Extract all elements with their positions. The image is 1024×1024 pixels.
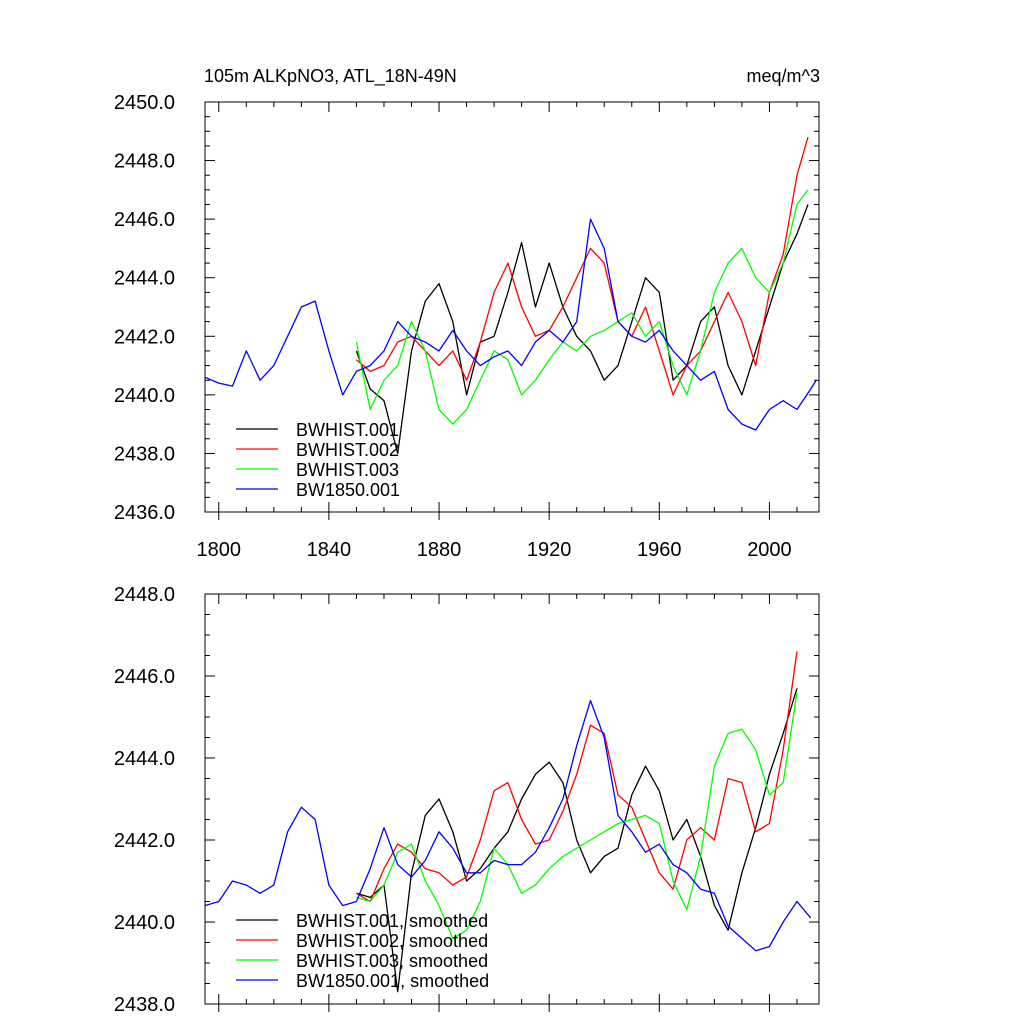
top-series	[204, 136, 817, 455]
top-axes: 2436.0 2438.0 2440.0 2442.0 2444.0 2446.0 2448…	[114, 92, 819, 561]
x-tick-label: 1800	[197, 539, 242, 561]
series-line-4	[204, 699, 812, 952]
y-tick-label: 2446.0	[114, 666, 175, 688]
y-tick-label: 2448.0	[114, 584, 175, 606]
y-tick-label: 2446.0	[114, 209, 175, 231]
chart-title: 105m ALKpNO3, ATL_18N-49N	[204, 66, 457, 87]
y-tick-label: 2440.0	[114, 385, 175, 407]
legend-label: BWHIST.003	[296, 460, 399, 480]
series-line-2	[355, 136, 809, 396]
bottom-series	[204, 651, 812, 993]
series-line-4	[204, 218, 817, 431]
top-panel: 105m ALKpNO3, ATL_18N-49N meq/m^3 2436.0…	[114, 66, 820, 561]
x-tick-label: 1920	[527, 539, 572, 561]
bottom-panel: 2438.0 2440.0 2442.0 2444.0 2446.0 2448.0 BWH…	[114, 584, 820, 1016]
series-line-1	[356, 688, 798, 993]
x-tick-label: 2000	[747, 539, 792, 561]
legend-label: BWHIST.001	[296, 420, 399, 440]
y-tick-label: 2442.0	[114, 326, 175, 348]
series-line-3	[356, 692, 798, 940]
legend-label: BWHIST.002	[296, 440, 399, 460]
legend-label: BWHIST.003, smoothed	[296, 951, 488, 971]
legend-label: BW1850.001	[296, 480, 400, 500]
x-tick-label: 1960	[637, 539, 682, 561]
series-line-3	[355, 189, 809, 425]
y-tick-label: 2436.0	[114, 502, 175, 524]
bottom-axes: 2438.0 2440.0 2442.0 2444.0 2446.0 2448.0	[114, 584, 819, 1016]
y-tick-label: 2438.0	[114, 994, 175, 1016]
y-tick-label: 2444.0	[114, 268, 175, 290]
series-line-1	[355, 204, 809, 455]
y-tick-label: 2442.0	[114, 830, 175, 852]
bottom-plot-frame	[204, 593, 820, 1005]
y-tick-label: 2438.0	[114, 443, 175, 465]
legend-label: BW1850.001, smoothed	[296, 971, 489, 991]
legend-label: BWHIST.001, smoothed	[296, 911, 488, 931]
top-plot-frame	[204, 101, 820, 513]
y-tick-label: 2440.0	[114, 912, 175, 934]
y-tick-label: 2444.0	[114, 748, 175, 770]
units-label: meq/m^3	[747, 66, 820, 86]
x-tick-label: 1880	[417, 539, 462, 561]
y-tick-label: 2448.0	[114, 151, 175, 173]
legend-label: BWHIST.002, smoothed	[296, 931, 488, 951]
series-line-2	[356, 651, 798, 903]
x-tick-label: 1840	[307, 539, 352, 561]
y-tick-label: 2450.0	[114, 92, 175, 114]
